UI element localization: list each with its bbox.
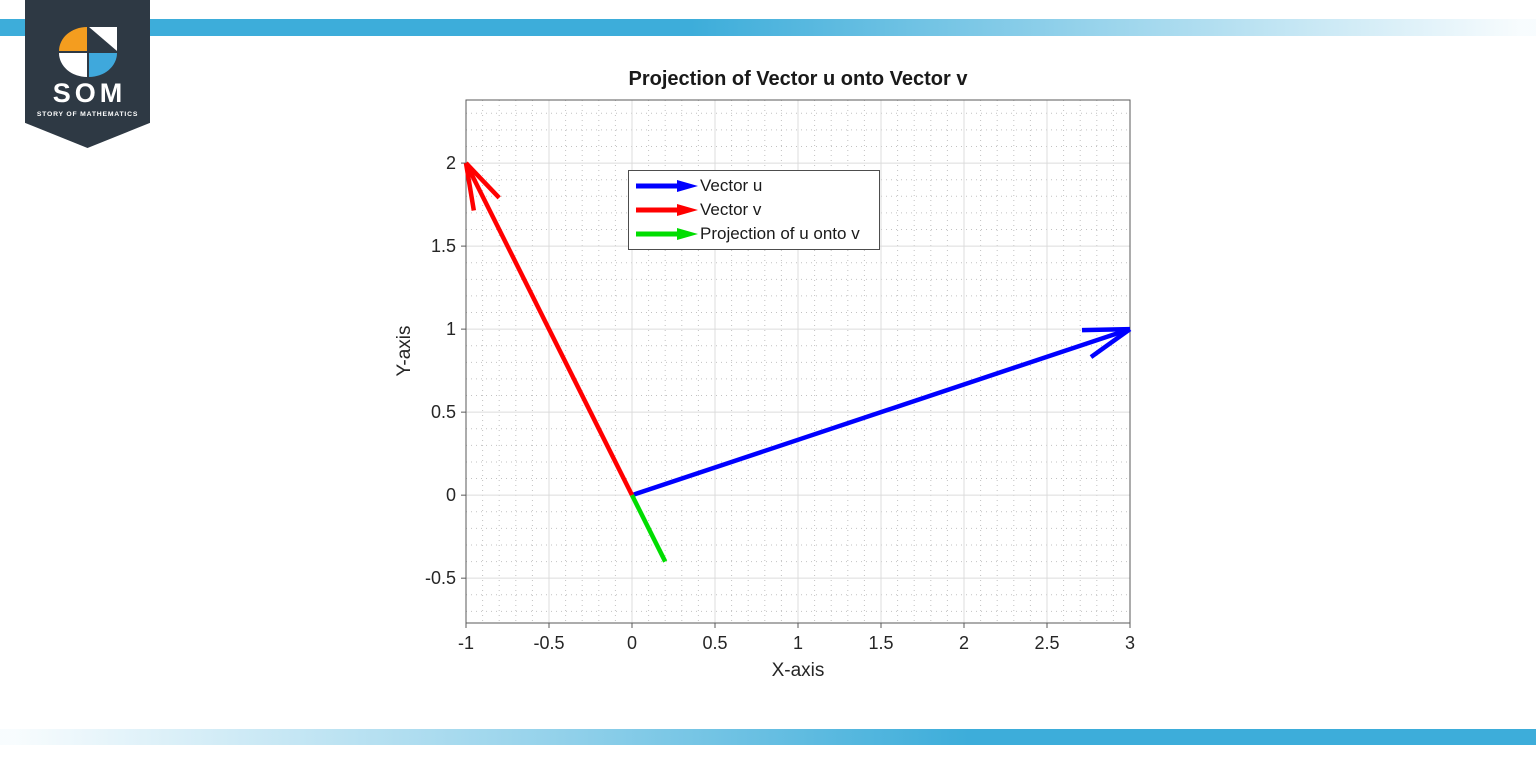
bottom-stripe (0, 729, 1536, 745)
x-tick-label: 2 (959, 633, 969, 653)
legend-arrow-icon (636, 204, 698, 216)
x-tick-label: 0 (627, 633, 637, 653)
vector-u-shaft (631, 326, 1131, 498)
legend-label: Vector u (700, 176, 763, 195)
logo-banner: SOM STORY OF MATHEMATICS (25, 0, 150, 148)
logo-text: SOM (52, 78, 127, 108)
som-logo-icon (59, 27, 117, 77)
x-tick-label: 1 (793, 633, 803, 653)
legend-label: Projection of u onto v (700, 224, 860, 243)
logo-orange-quarter (59, 27, 87, 51)
projection-of-u-onto-v-shaft (629, 494, 668, 563)
y-tick-label: 1.5 (431, 236, 456, 256)
x-tick-label: -0.5 (533, 633, 564, 653)
logo-blue-quarter (89, 53, 117, 77)
x-tick-label: 3 (1125, 633, 1135, 653)
y-tick-label: 1 (446, 319, 456, 339)
chart-title: Projection of Vector u onto Vector v (628, 68, 968, 90)
vector-u-arrowhead (1081, 326, 1131, 333)
top-stripe (0, 19, 1536, 36)
y-axis-label: Y-axis (394, 325, 415, 377)
x-tick-label: -1 (458, 633, 474, 653)
logo-white-quarter (59, 53, 87, 77)
legend-label: Vector v (700, 200, 762, 219)
x-tick-label: 0.5 (702, 633, 727, 653)
vector-u-arrowhead (1089, 327, 1132, 359)
x-axis-label: X-axis (771, 660, 825, 681)
legend-arrow-icon (636, 228, 698, 240)
y-tick-label: -0.5 (425, 568, 456, 588)
y-tick-label: 0 (446, 485, 456, 505)
vector-v-shaft (463, 162, 635, 497)
x-tick-label: 1.5 (868, 633, 893, 653)
y-tick-label: 0.5 (431, 402, 456, 422)
logo-white-triangle (89, 27, 117, 51)
logo-subtext: STORY OF MATHEMATICS (36, 111, 139, 118)
legend-arrow-icon (636, 180, 698, 192)
x-tick-label: 2.5 (1034, 633, 1059, 653)
vector-v-arrowhead (463, 162, 477, 211)
vector-v-arrowhead (464, 161, 501, 200)
legend-row: Vector u (636, 176, 875, 196)
legend-row: Vector v (636, 200, 875, 220)
plot-canvas: -1 -0.5 0 0.5 1 1.5 2 2.5 3 -0.5 0 0.5 1 1.5 2 (425, 99, 1135, 653)
legend: Vector u Vector v Projection of u onto v (628, 170, 880, 250)
legend-row: Projection of u onto v (636, 224, 875, 244)
y-tick-label: 2 (446, 153, 456, 173)
